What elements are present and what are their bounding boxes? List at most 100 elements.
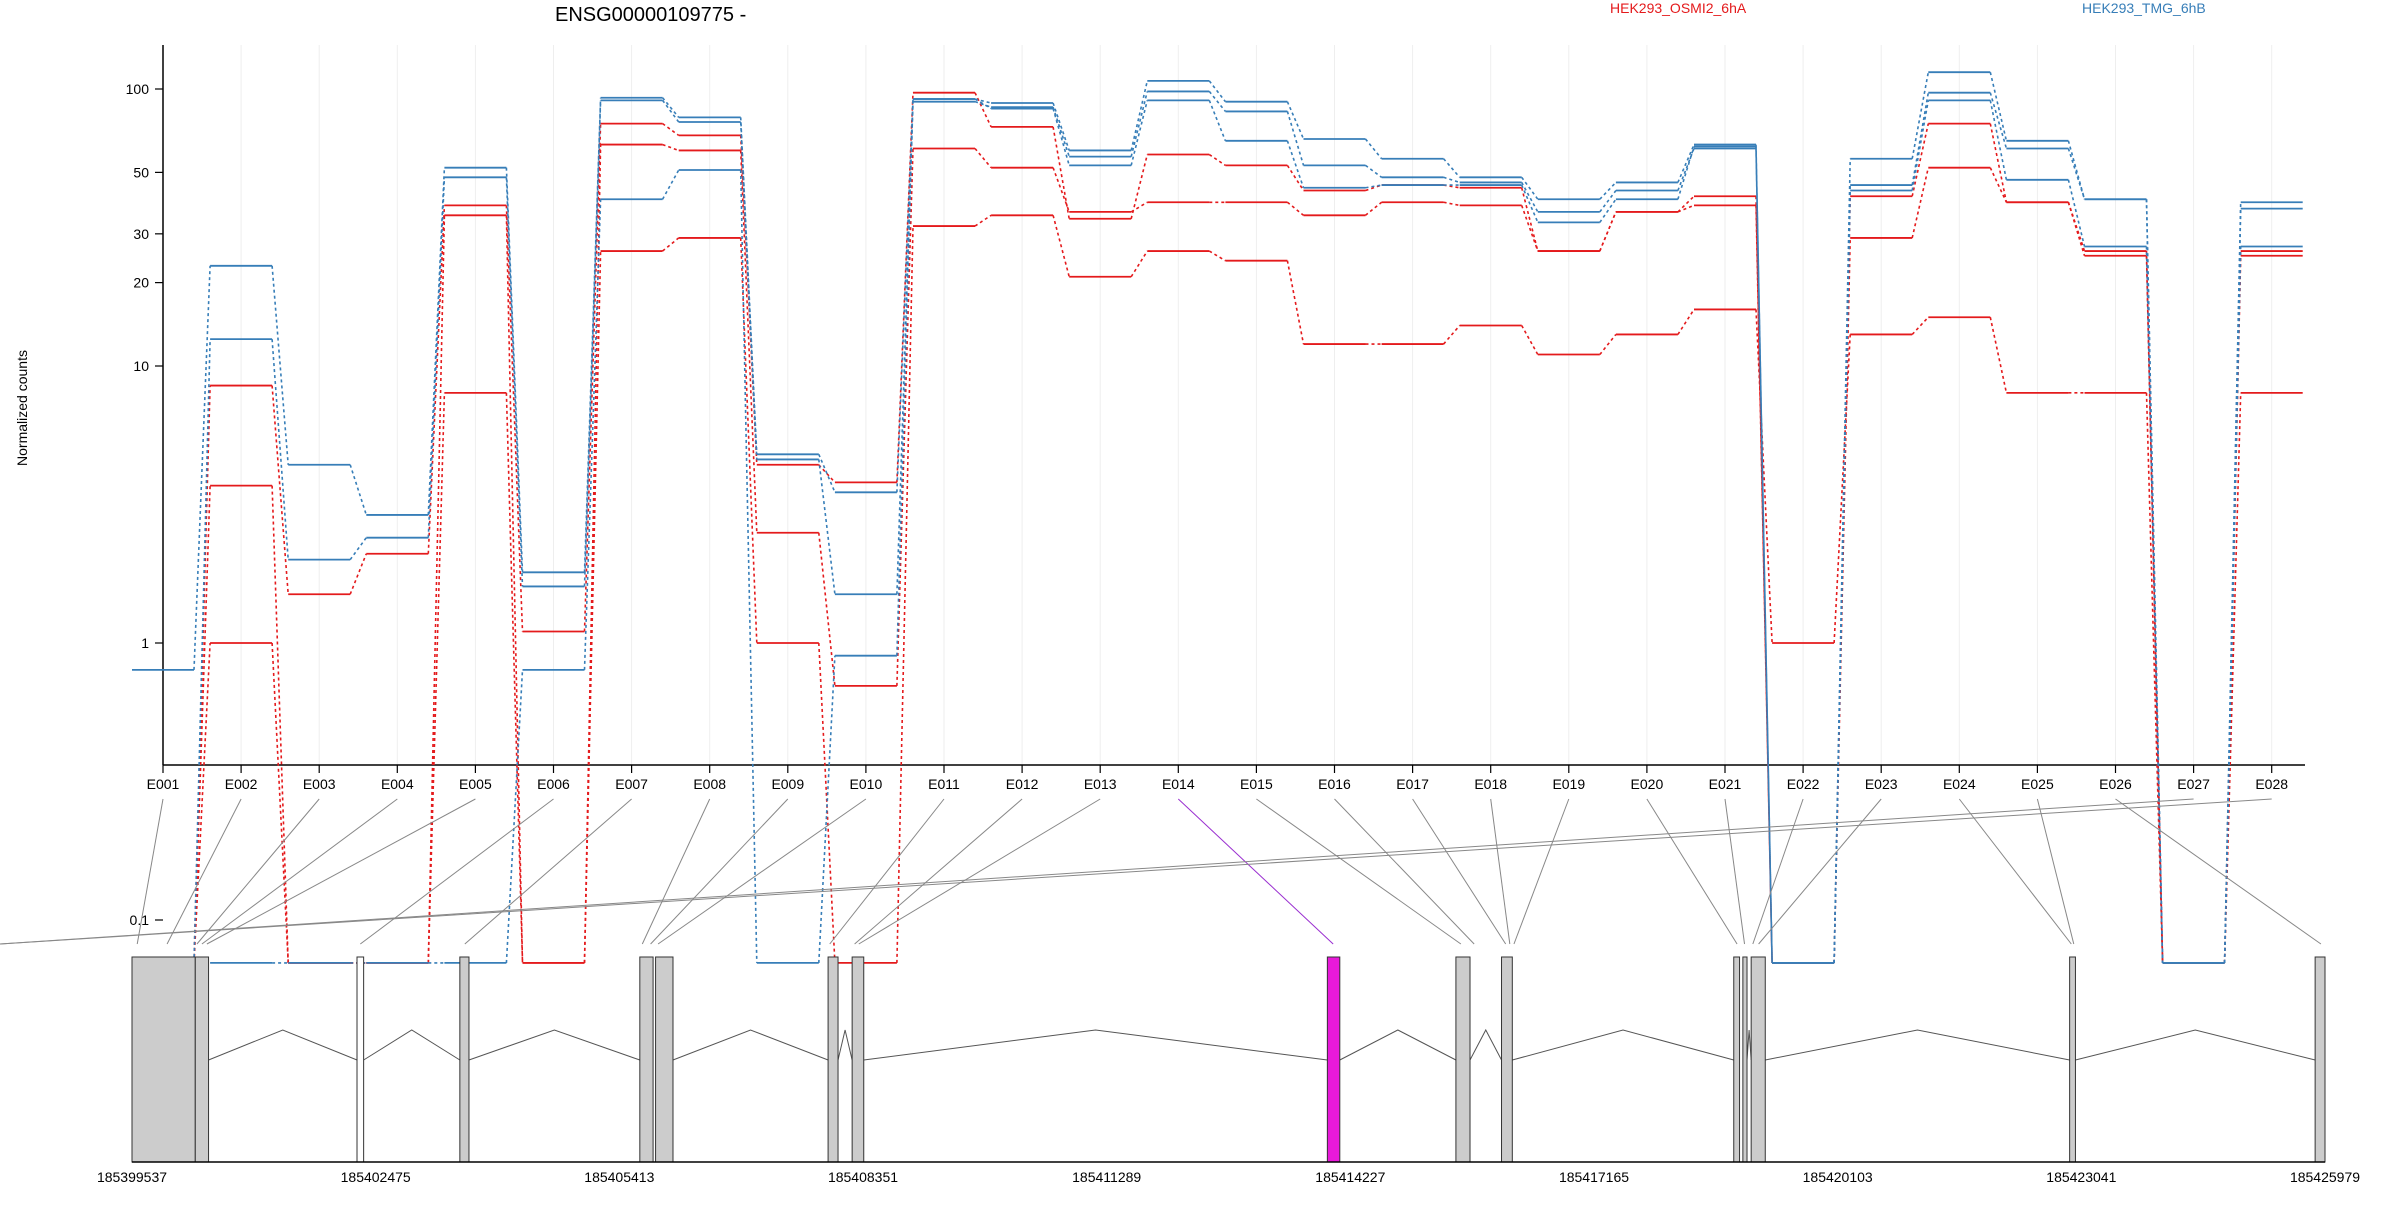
series-6-connector (1286, 140, 1305, 189)
series-3-connector (896, 226, 914, 963)
series-4-connector (1911, 72, 1930, 159)
x-tick-label: E026 (2099, 776, 2132, 792)
series-3-connector (1989, 317, 2008, 394)
series-3-connector (1599, 333, 1617, 356)
exon-connector-e021 (1724, 798, 1746, 945)
series-1-connector (974, 92, 992, 128)
series-1-connector (1677, 195, 1695, 213)
exon-box (1326, 956, 1341, 1163)
series-5-connector (271, 339, 289, 560)
series-3-connector (1208, 250, 1226, 262)
x-tick-label: E021 (1709, 776, 1742, 792)
series-3-connector (1911, 316, 1929, 335)
series-6-connector (505, 669, 524, 963)
series-1-connector (896, 92, 914, 483)
series-2-connector (271, 485, 289, 963)
exon-connector-e020 (1646, 798, 1738, 945)
y-tick-label: 10 (133, 358, 149, 374)
y-axis-label: Normalized counts (14, 350, 30, 466)
x-tick-label: E013 (1084, 776, 1117, 792)
x-tick-label: E012 (1006, 776, 1039, 792)
series-4-connector (505, 167, 524, 573)
exon-box (459, 956, 470, 1163)
series-2-connector (583, 144, 602, 963)
series-4-connector (818, 453, 836, 493)
series-2-connector (739, 150, 758, 533)
series-4-connector (1989, 72, 2008, 142)
exon-box (1750, 956, 1766, 1163)
intron-line (1339, 1029, 1457, 1061)
series-3-connector (193, 642, 211, 963)
series-6-connector (818, 655, 836, 963)
series-5-connector (1365, 164, 1383, 178)
exon-connector-e004 (201, 798, 398, 945)
x-tick-label: E015 (1240, 776, 1273, 792)
exon-connector-e027 (0, 798, 2194, 945)
series-3-connector (1442, 324, 1461, 345)
series-6-connector (1989, 100, 2008, 180)
x-tick-label: E019 (1552, 776, 1585, 792)
series-3-connector (1755, 309, 1773, 644)
y-tick-label: 30 (133, 226, 149, 242)
intron-line (1765, 1029, 2070, 1061)
series-1-connector (505, 205, 524, 632)
series-5-connector (2223, 208, 2242, 963)
series-3-connector (427, 392, 446, 963)
series-3-connector (1677, 309, 1695, 335)
series-4-connector (1208, 80, 1227, 103)
series-6-connector (1130, 100, 1149, 166)
series-3-connector (1130, 250, 1148, 278)
x-tick-label: E022 (1787, 776, 1820, 792)
exon-box (655, 956, 674, 1163)
genomic-coord-label: 185414227 (1315, 1169, 1385, 1185)
series-5-connector (739, 121, 758, 460)
genomic-coord-label: 185425979 (2290, 1169, 2360, 1185)
series-2-connector (1364, 201, 1383, 216)
series-2-connector (505, 215, 524, 963)
x-tick-label: E018 (1474, 776, 1507, 792)
y-tick-label: 50 (133, 164, 149, 180)
legend-entry-tmg: HEK293_TMG_6hB (2082, 0, 2206, 16)
series-2-connector (1520, 205, 1539, 252)
series-6-connector (1833, 190, 1851, 963)
series-5-connector (1989, 92, 2008, 149)
x-tick-label: E011 (928, 776, 960, 792)
series-4-connector (1442, 158, 1461, 178)
series-6-connector (1052, 108, 1070, 166)
exon-connector-e026 (2115, 798, 2322, 945)
intron-line (468, 1029, 640, 1061)
x-tick-label: E020 (1631, 776, 1664, 792)
x-tick-label: E009 (771, 776, 804, 792)
exon-connector-e002 (166, 798, 242, 945)
series-1-connector (1989, 123, 2008, 203)
series-2-connector (662, 143, 679, 152)
intron-line (863, 1029, 1328, 1061)
series-2-connector (2067, 202, 2086, 252)
exon-connector-e017 (1412, 798, 1507, 945)
exon-connector-e003 (196, 798, 320, 945)
series-5-connector (1677, 148, 1695, 191)
series-5-connector (193, 339, 211, 963)
series-1-connector (271, 385, 289, 595)
series-1-connector (1911, 123, 1930, 197)
intron-line (2075, 1029, 2316, 1061)
genomic-coord-label: 185420103 (1803, 1169, 1873, 1185)
series-5-connector (818, 459, 836, 595)
series-1-connector (583, 123, 602, 632)
exon-connector-e008 (641, 798, 711, 945)
series-5-connector (661, 99, 680, 123)
exon-connector-e012 (854, 798, 1023, 945)
series-5-connector (349, 537, 367, 561)
series-2-connector (1599, 211, 1617, 252)
exon-connector-e006 (360, 798, 554, 945)
exon-box (851, 956, 865, 1163)
exon-box (131, 956, 196, 1163)
x-tick-label: E023 (1865, 776, 1898, 792)
series-4-connector (349, 464, 368, 516)
y-tick-label: 1 (141, 635, 149, 651)
exon-connector-e014 (1177, 798, 1334, 945)
series-3-connector (662, 237, 680, 252)
genomic-coord-label: 185417165 (1559, 1169, 1629, 1185)
exon-connector-e015 (1256, 798, 1462, 945)
exon-connector-e022 (1752, 798, 1804, 945)
